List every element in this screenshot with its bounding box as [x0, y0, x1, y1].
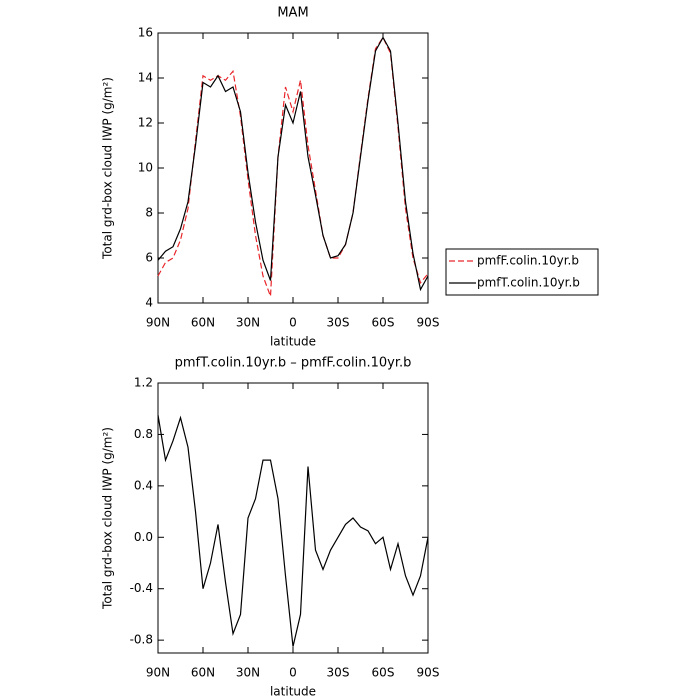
x-tick-label: 30N — [236, 666, 260, 680]
y-axis-label: Total grd-box cloud IWP (g/m²) — [101, 77, 115, 260]
y-tick-label: 16 — [138, 26, 153, 40]
y-tick-label: 0.8 — [134, 427, 153, 441]
x-tick-label: 30N — [236, 316, 260, 330]
y-tick-label: 4 — [145, 296, 153, 310]
legend-label: pmfF.colin.10yr.b — [477, 254, 579, 268]
x-tick-label: 90S — [417, 666, 440, 680]
chart-title: pmfT.colin.10yr.b – pmfF.colin.10yr.b — [175, 356, 412, 371]
series-line — [157, 36, 429, 292]
y-tick-label: 8 — [145, 206, 153, 220]
x-tick-label: 30S — [327, 666, 350, 680]
x-tick-label: 90N — [146, 316, 170, 330]
y-tick-label: 6 — [145, 251, 153, 265]
x-tick-label: 90N — [146, 666, 170, 680]
x-tick-label: 30S — [327, 316, 350, 330]
y-tick-label: 0.4 — [134, 478, 153, 492]
plot-frame — [157, 382, 429, 654]
y-tick-label: 0.0 — [134, 530, 153, 544]
x-axis-label: latitude — [270, 335, 316, 349]
y-axis-label: Total grd-box cloud IWP (g/m²) — [101, 427, 115, 610]
x-tick-label: 90S — [417, 316, 440, 330]
y-tick-label: -0.8 — [130, 633, 153, 647]
legend-box — [445, 248, 599, 296]
x-tick-label: 60S — [372, 316, 395, 330]
x-tick-label: 0 — [289, 666, 297, 680]
x-tick-label: 60S — [372, 666, 395, 680]
x-tick-label: 60N — [191, 666, 215, 680]
legend-label: pmfT.colin.10yr.b — [477, 276, 580, 290]
x-tick-label: 0 — [289, 316, 297, 330]
series-line — [157, 36, 429, 297]
series-line — [157, 415, 429, 647]
y-tick-label: 10 — [138, 161, 153, 175]
chart-title: MAM — [277, 6, 308, 21]
plot-frame — [157, 32, 429, 304]
y-tick-label: 1.2 — [134, 376, 153, 390]
y-tick-label: 12 — [138, 116, 153, 130]
x-axis-label: latitude — [270, 685, 316, 699]
x-tick-label: 60N — [191, 316, 215, 330]
y-tick-label: -0.4 — [130, 581, 153, 595]
y-tick-label: 14 — [138, 71, 153, 85]
